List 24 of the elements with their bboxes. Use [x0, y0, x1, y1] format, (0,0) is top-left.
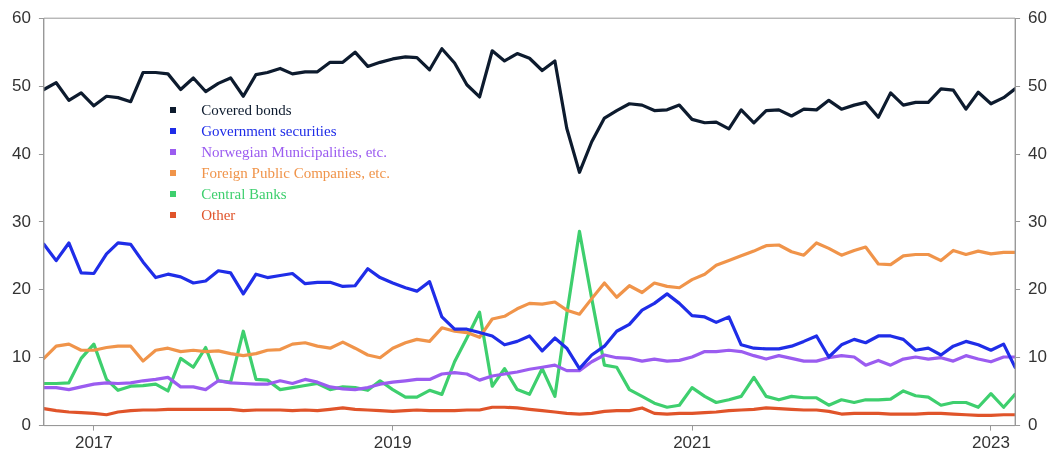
y2-tick-label: 50 — [1028, 75, 1048, 95]
y2-tick-label: 20 — [1028, 279, 1048, 299]
legend-label: Norwegian Municipalities, etc. — [201, 142, 387, 162]
legend-label: Other — [201, 205, 236, 225]
y-tick-label: 0 — [21, 415, 31, 435]
y2-tick-label: 0 — [1028, 415, 1038, 435]
y-tick-label: 30 — [11, 211, 31, 231]
legend-label: Covered bonds — [201, 100, 292, 120]
y-tick-label: 20 — [11, 279, 31, 299]
y-tick-label: 40 — [11, 143, 31, 163]
y-tick-label: 50 — [11, 75, 31, 95]
x-tick-label: 2021 — [673, 433, 711, 453]
x-tick-label: 2019 — [373, 433, 412, 453]
y2-tick-label: 40 — [1028, 143, 1048, 163]
y2-tick-label: 10 — [1028, 347, 1048, 367]
y2-tick-label: 30 — [1028, 211, 1048, 231]
y-tick-label: 10 — [11, 347, 31, 367]
legend-label: Central Banks — [201, 184, 287, 204]
x-tick-label: 2023 — [972, 433, 1010, 453]
x-tick-label: 2017 — [74, 433, 113, 453]
legend-label: Government securities — [201, 121, 337, 141]
y-tick-label: 60 — [11, 7, 31, 27]
y2-tick-label: 60 — [1028, 7, 1048, 27]
legend-label: Foreign Public Companies, etc. — [201, 163, 390, 183]
